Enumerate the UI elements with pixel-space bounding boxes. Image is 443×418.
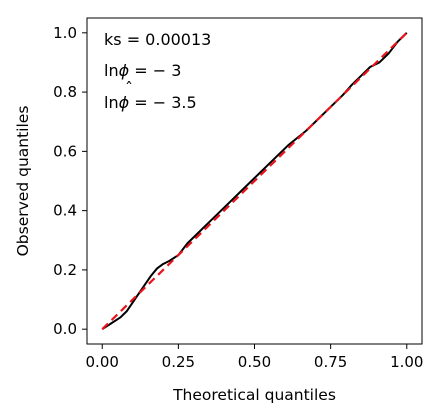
y-tick-label: 0.6 (53, 142, 77, 160)
annotation-lnphi-part: = − 3 (129, 61, 181, 80)
annotation-lnphi-part: ϕ (119, 61, 130, 80)
x-tick-label: 1.00 (390, 353, 423, 371)
x-axis-label: Theoretical quantiles (172, 386, 336, 404)
annotation-lnphihat-part: ln (104, 93, 119, 112)
x-tick-label: 0.75 (314, 353, 347, 371)
x-tick-label: 0.25 (162, 353, 195, 371)
annotation-lnphihat-part: = − 3.5 (129, 93, 197, 112)
y-tick-label: 1.0 (53, 24, 77, 42)
reference-series-line (101, 32, 408, 330)
series-layer (101, 32, 408, 331)
y-axis-ticks: 0.0 0.2 0.4 0.6 0.8 1.0 (53, 24, 87, 338)
y-tick-label: 0.4 (53, 202, 77, 220)
observed-series-line (101, 32, 408, 331)
phi-hat-accent: ˆ (125, 79, 133, 98)
annotation-ks-part: ks = 0.00013 (104, 30, 211, 49)
y-tick-label: 0.2 (53, 261, 77, 279)
annotation-lnphihat-part: ϕ (119, 93, 130, 112)
annotation-lnphi-part: ln (104, 61, 119, 80)
annotation-lnphi: lnϕ = − 3 (104, 61, 181, 80)
y-tick-label: 0.0 (53, 320, 77, 338)
annotation-lnphihat: lnϕ = − 3.5 (104, 93, 197, 112)
x-tick-label: 0.00 (86, 353, 119, 371)
y-tick-label: 0.8 (53, 83, 77, 101)
x-tick-label: 0.50 (238, 353, 271, 371)
y-axis-label: Observed quantiles (14, 106, 32, 257)
annotation-ks: ks = 0.00013 (104, 30, 211, 49)
x-axis-ticks: 0.00 0.25 0.50 0.75 1.00 (86, 344, 423, 371)
